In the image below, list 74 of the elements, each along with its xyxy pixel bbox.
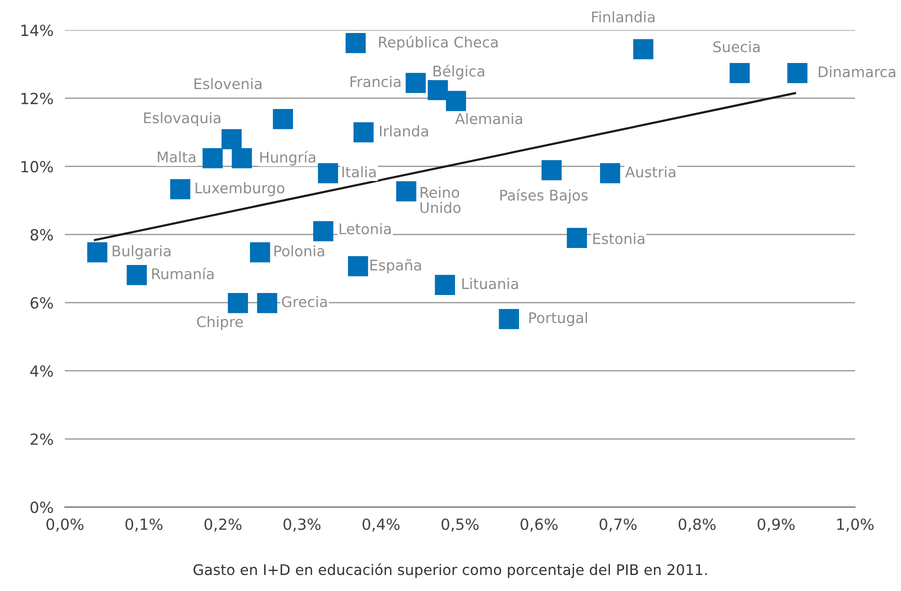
annotation: Bulgaria [112,245,170,260]
point [406,72,426,94]
point [228,292,248,314]
annotation: Eslovaquia [144,112,220,126]
x-tick-label: 0,6% [520,518,558,532]
annotation: Chipre [197,316,243,330]
annotation: Italia [342,166,376,178]
annotation: Hungría [260,150,316,166]
annotation: Austria [625,166,676,178]
annotation: Países Bajos [500,188,588,204]
annotation: República Checa [379,36,498,50]
y-tick-label: 4% [30,365,53,377]
point [202,148,223,168]
annotation: Bélgica [434,64,484,80]
x-tick-label: 0,3% [284,518,320,532]
x-tick-label: 0,8% [678,518,716,532]
annotation: Irlanda [380,125,428,137]
x-axis-title: Gasto en I+D en educación superior como porcentaje del PIB en 2011. [194,563,707,578]
x-tick-label: 0,7% [600,518,637,532]
point [170,179,190,200]
annotation: Suecia [713,41,760,52]
annotation: Dinamarca [818,66,896,78]
annotation: Eslovenia [194,78,262,90]
point [633,39,654,60]
point [232,148,252,168]
y-tick-label: 2% [30,433,53,445]
annotation: Lituania [462,278,518,290]
point [600,163,620,184]
point [396,181,416,202]
point [566,228,587,248]
annotation: Grecia [282,296,327,308]
point [318,163,338,184]
x-tick-label: 0,5% [442,518,479,532]
point [434,274,456,296]
point [542,160,562,180]
point [446,90,466,112]
annotation: Finlandia [592,11,655,22]
x-tick-label: 0,2% [204,518,242,532]
annotation: Reino Unido [420,186,461,214]
point [353,122,374,142]
annotation: Alemania [455,112,522,124]
x-tick-label: 0,4% [362,518,400,532]
annotation: Estonia [593,232,644,244]
annotation: España [370,259,421,274]
x-tick-label: 0,1% [125,518,162,532]
annotation: Luxemburgo [196,182,284,196]
y-tick-label: 6% [30,297,53,309]
annotation: Malta [158,151,196,162]
point [126,265,147,286]
x-tick-label: 0,0% [46,518,84,532]
point [346,33,366,54]
annotation: Letonia [340,223,391,234]
point [498,308,520,330]
annotation: Polonia [274,245,324,256]
point [313,221,334,242]
point [250,242,270,262]
point [87,242,108,262]
y-tick-label: 0% [30,502,53,514]
y-tick-label: 12% [21,92,53,104]
x-tick-label: 1,0% [837,518,874,532]
point [730,63,750,84]
x-tick-label: 0,9% [758,518,795,532]
point [257,292,278,314]
point [348,256,368,276]
point [428,80,448,100]
y-tick-label: 8% [30,229,53,241]
annotation: Rumanía [152,267,214,280]
point [272,108,294,130]
annotation: Francia [350,76,400,88]
annotation: Portugal [529,312,587,326]
y-tick-label: 14% [21,24,53,36]
y-tick-label: 10% [21,160,53,172]
point [787,63,808,84]
point [222,129,242,150]
